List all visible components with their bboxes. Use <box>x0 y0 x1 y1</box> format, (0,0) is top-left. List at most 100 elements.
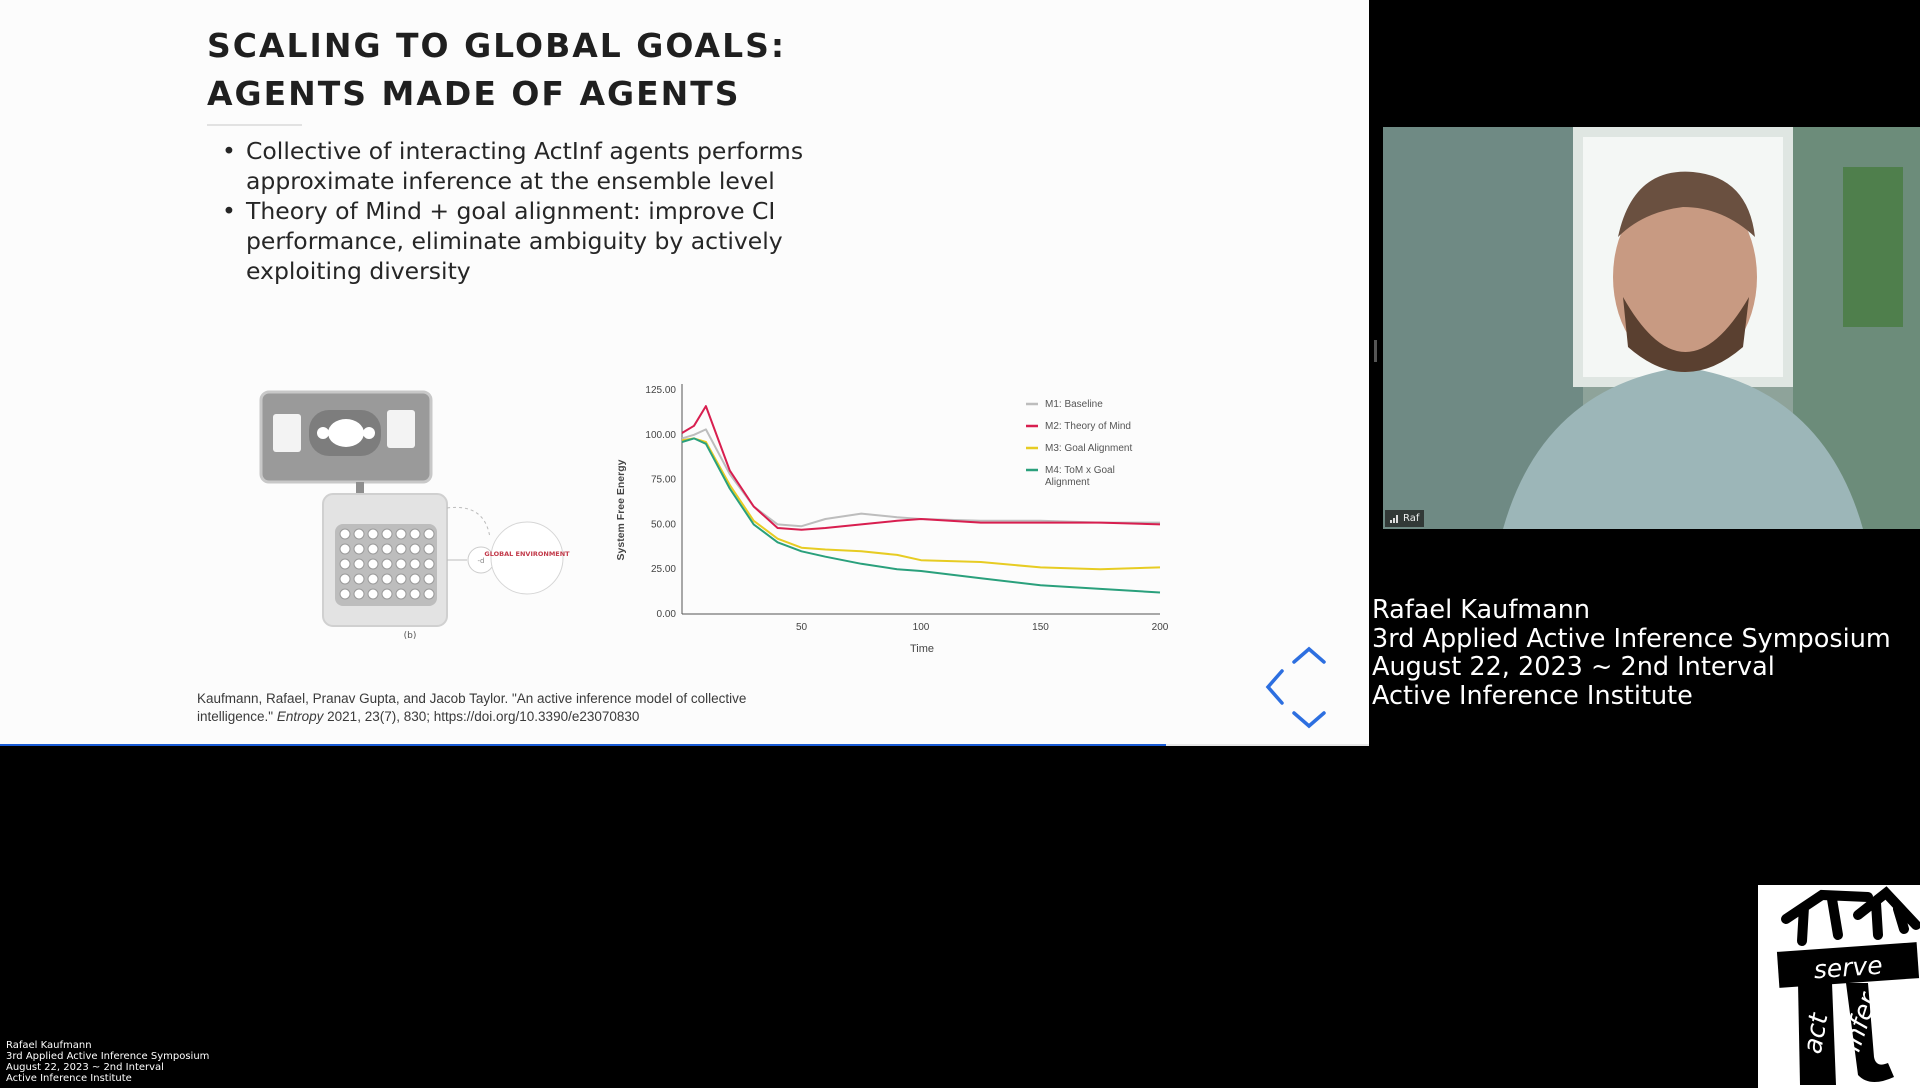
agent-dot <box>409 558 421 570</box>
mini-speaker-name: Rafael Kaufmann <box>6 1040 92 1051</box>
mini-speaker-info: Rafael Kaufmann 3rd Applied Active Infer… <box>6 1040 209 1084</box>
legend-label-line: Alignment <box>1045 477 1090 488</box>
agent-dot <box>367 558 379 570</box>
agent-dot <box>409 528 421 540</box>
x-axis-label: Time <box>910 643 934 655</box>
chevron-up-icon <box>1292 646 1326 664</box>
video-name-tag: Raf <box>1385 510 1425 527</box>
citation-line-1: Kaufmann, Rafael, Pranav Gupta, and Jaco… <box>197 691 747 706</box>
agent-dot <box>395 543 407 555</box>
slide-title: SCALING TO GLOBAL GOALS: AGENTS MADE OF … <box>207 22 786 118</box>
mini-event-name: 3rd Applied Active Inference Symposium <box>6 1051 210 1062</box>
signal-bars-icon <box>1390 515 1398 523</box>
panel-resize-handle[interactable] <box>1374 340 1377 362</box>
small-node-label: -d <box>478 557 485 565</box>
agent-dot <box>381 573 393 585</box>
free-energy-chart: 0.00 25.00 50.00 75.00 100.00 125.00 50 100 150 2… <box>615 384 1169 655</box>
legend-label: M3: Goal Alignment <box>1045 443 1132 454</box>
series-line <box>681 437 1161 594</box>
x-tick-label: 200 <box>1152 622 1169 633</box>
slide-title-line-1: SCALING TO GLOBAL GOALS: <box>207 26 787 65</box>
event-name: 3rd Applied Active Inference Symposium <box>1372 623 1891 654</box>
global-environment-label: GLOBAL ENVIRONMENT <box>484 550 570 558</box>
agent-dot <box>367 543 379 555</box>
x-tick-label: 50 <box>796 622 808 633</box>
bullet-item: Collective of interacting ActInf agents … <box>222 136 822 196</box>
bullet-text: exploiting diversity <box>246 257 471 285</box>
bullet-item: Theory of Mind + goal alignment: improve… <box>222 196 822 286</box>
y-tick-label: 125.00 <box>645 385 676 396</box>
citation-journal: Entropy <box>276 709 324 724</box>
agent-dot <box>367 588 379 600</box>
slide-title-line-2: AGENTS MADE OF AGENTS <box>207 74 741 113</box>
agent-dot <box>339 528 351 540</box>
person-beard <box>1623 297 1749 372</box>
chevron-left-icon <box>1265 669 1284 705</box>
agent-dot <box>367 573 379 585</box>
diagram-caption: (b) <box>404 631 417 641</box>
agent-dot <box>381 588 393 600</box>
citation-text: intelligence." <box>197 709 274 724</box>
person-shirt <box>1503 367 1863 529</box>
legend-label-line: M4: ToM x Goal <box>1045 465 1115 476</box>
dashed-link <box>446 506 491 539</box>
agent-dot <box>367 528 379 540</box>
nav-up-button[interactable] <box>1289 635 1329 675</box>
y-tick-label: 100.00 <box>645 430 676 441</box>
citation-line-2: intelligence." Entropy 2021, 23(7), 830;… <box>197 708 917 726</box>
agent-dot <box>339 573 351 585</box>
legend-label: M2: Theory of Mind <box>1045 421 1131 432</box>
agent-dot <box>353 558 365 570</box>
citation-text: 2021, 23(7), 830; https://doi.org/10.339… <box>327 709 640 724</box>
agent-dot <box>423 558 435 570</box>
series-line <box>681 437 1161 571</box>
agent-dot <box>339 558 351 570</box>
y-tick-label: 75.00 <box>651 475 676 486</box>
organization: Active Inference Institute <box>1372 680 1693 711</box>
video-name-label: Raf <box>1403 513 1420 524</box>
agent-dot <box>381 543 393 555</box>
agent-dot <box>381 528 393 540</box>
agent-dot <box>381 558 393 570</box>
agent-dot <box>423 573 435 585</box>
agent-dot <box>423 543 435 555</box>
x-tick-label: 150 <box>1032 622 1049 633</box>
speaker-info: Rafael Kaufmann 3rd Applied Active Infer… <box>1372 596 1920 710</box>
inner-node-dot <box>317 427 329 439</box>
y-tick-label: 25.00 <box>651 564 676 575</box>
agent-dot <box>353 528 365 540</box>
agent-dot <box>423 588 435 600</box>
bullet-text: approximate inference at the ensemble le… <box>246 167 775 195</box>
institute-logo: serve act infer <box>1758 885 1920 1088</box>
bullet-text: performance, eliminate ambiguity by acti… <box>246 227 783 255</box>
chart-axes: 0.00 25.00 50.00 75.00 100.00 125.00 50 100 150 2… <box>645 384 1169 633</box>
slide-progress-fill <box>0 744 1167 746</box>
doc-icon <box>387 410 415 448</box>
legend-label: M4: ToM x Goal Alignment <box>1045 465 1115 488</box>
y-tick-label: 50.00 <box>651 519 676 530</box>
inner-node-dot <box>363 427 375 439</box>
nav-left-button[interactable] <box>1255 667 1295 707</box>
y-tick-label: 0.00 <box>657 609 677 620</box>
agent-dot <box>395 573 407 585</box>
speaker-video <box>1383 127 1920 529</box>
slide-progress-bar <box>0 744 1369 746</box>
agent-dot <box>339 588 351 600</box>
logo-word-serve: serve <box>1813 951 1884 985</box>
doc-icon <box>273 414 301 452</box>
agent-dot <box>395 558 407 570</box>
agent-dot <box>339 543 351 555</box>
bullet-list: Collective of interacting ActInf agents … <box>222 136 822 286</box>
y-axis-label: System Free Energy <box>615 459 627 560</box>
citation: Kaufmann, Rafael, Pranav Gupta, and Jaco… <box>197 690 917 726</box>
chart-legend: M1: Baseline M2: Theory of Mind M3: Goal A… <box>1026 399 1132 488</box>
agent-dot <box>409 573 421 585</box>
person-head <box>1613 182 1757 372</box>
event-date: August 22, 2023 ~ 2nd Interval <box>1372 652 1775 682</box>
speaker-name: Rafael Kaufmann <box>1372 595 1591 625</box>
nav-down-button[interactable] <box>1289 700 1329 740</box>
logo-word-act: act <box>1798 1010 1835 1056</box>
mini-organization: Active Inference Institute <box>6 1073 132 1084</box>
mini-event-date: August 22, 2023 ~ 2nd Interval <box>6 1062 164 1073</box>
agent-dots <box>339 528 435 600</box>
